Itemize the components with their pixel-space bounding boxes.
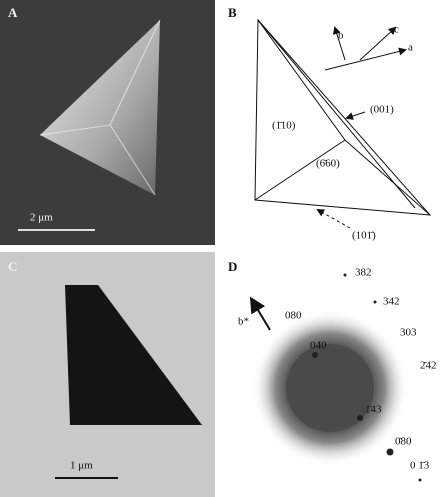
panel-label: A (8, 5, 18, 20)
scale-bar-label: 1 μm (70, 460, 93, 472)
panel-label: B (228, 5, 237, 20)
face-label: (101̄) (352, 230, 376, 242)
spot-label: 0 1̄3 (410, 460, 430, 472)
panel-c: 1 μm C (0, 252, 215, 497)
panel-label: D (228, 259, 237, 274)
scale-bar-label: 2 μm (30, 212, 53, 224)
spot-label: 303 (400, 327, 417, 339)
panel-a: 2 μm A (0, 0, 215, 245)
spot-label: 2̄42 (420, 360, 437, 372)
spot-label: 342 (383, 296, 400, 308)
spot-label: 1̄43 (365, 404, 382, 416)
axis-label: c (394, 24, 399, 36)
face-label: (001) (370, 104, 394, 116)
spot-label: 0̄80 (395, 436, 412, 448)
figure: 2 μm A B b c a (001) (1̄10) (6̄60) (101̄… (0, 0, 446, 497)
direction-label: b* (238, 316, 249, 328)
face-label: (6̄60) (316, 158, 340, 170)
spot-label: 080 (285, 310, 302, 322)
axis-label: b (338, 30, 344, 42)
face-label: (1̄10) (272, 120, 296, 132)
spot-label: 040 (310, 340, 327, 352)
axis-label: a (408, 42, 413, 54)
panel-label: C (8, 259, 17, 274)
spot-label: 382 (355, 267, 372, 279)
